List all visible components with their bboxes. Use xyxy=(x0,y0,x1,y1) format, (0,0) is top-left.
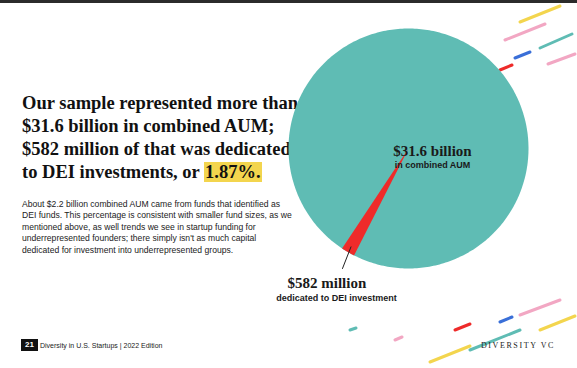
svg-text:in combined AUM: in combined AUM xyxy=(395,160,471,170)
html-text:Diversity in U.S. Startups | 2: Diversity in U.S. Startups | 2022 Editio… xyxy=(40,342,163,349)
svg-text:$582 million: $582 million xyxy=(288,275,367,291)
html-text:Our sample represented more th: Our sample represented more than $31.6 b… xyxy=(22,93,299,182)
html-text:DIVERSITY VC: DIVERSITY VC xyxy=(480,341,555,350)
svg-text:$31.6 billion: $31.6 billion xyxy=(393,143,472,159)
html-text:21: 21 xyxy=(25,340,34,349)
svg-text:dedicated to DEI investment: dedicated to DEI investment xyxy=(276,293,397,303)
html-text:About $2.2 billion combined AU: About $2.2 billion combined AUM came fro… xyxy=(22,199,292,255)
